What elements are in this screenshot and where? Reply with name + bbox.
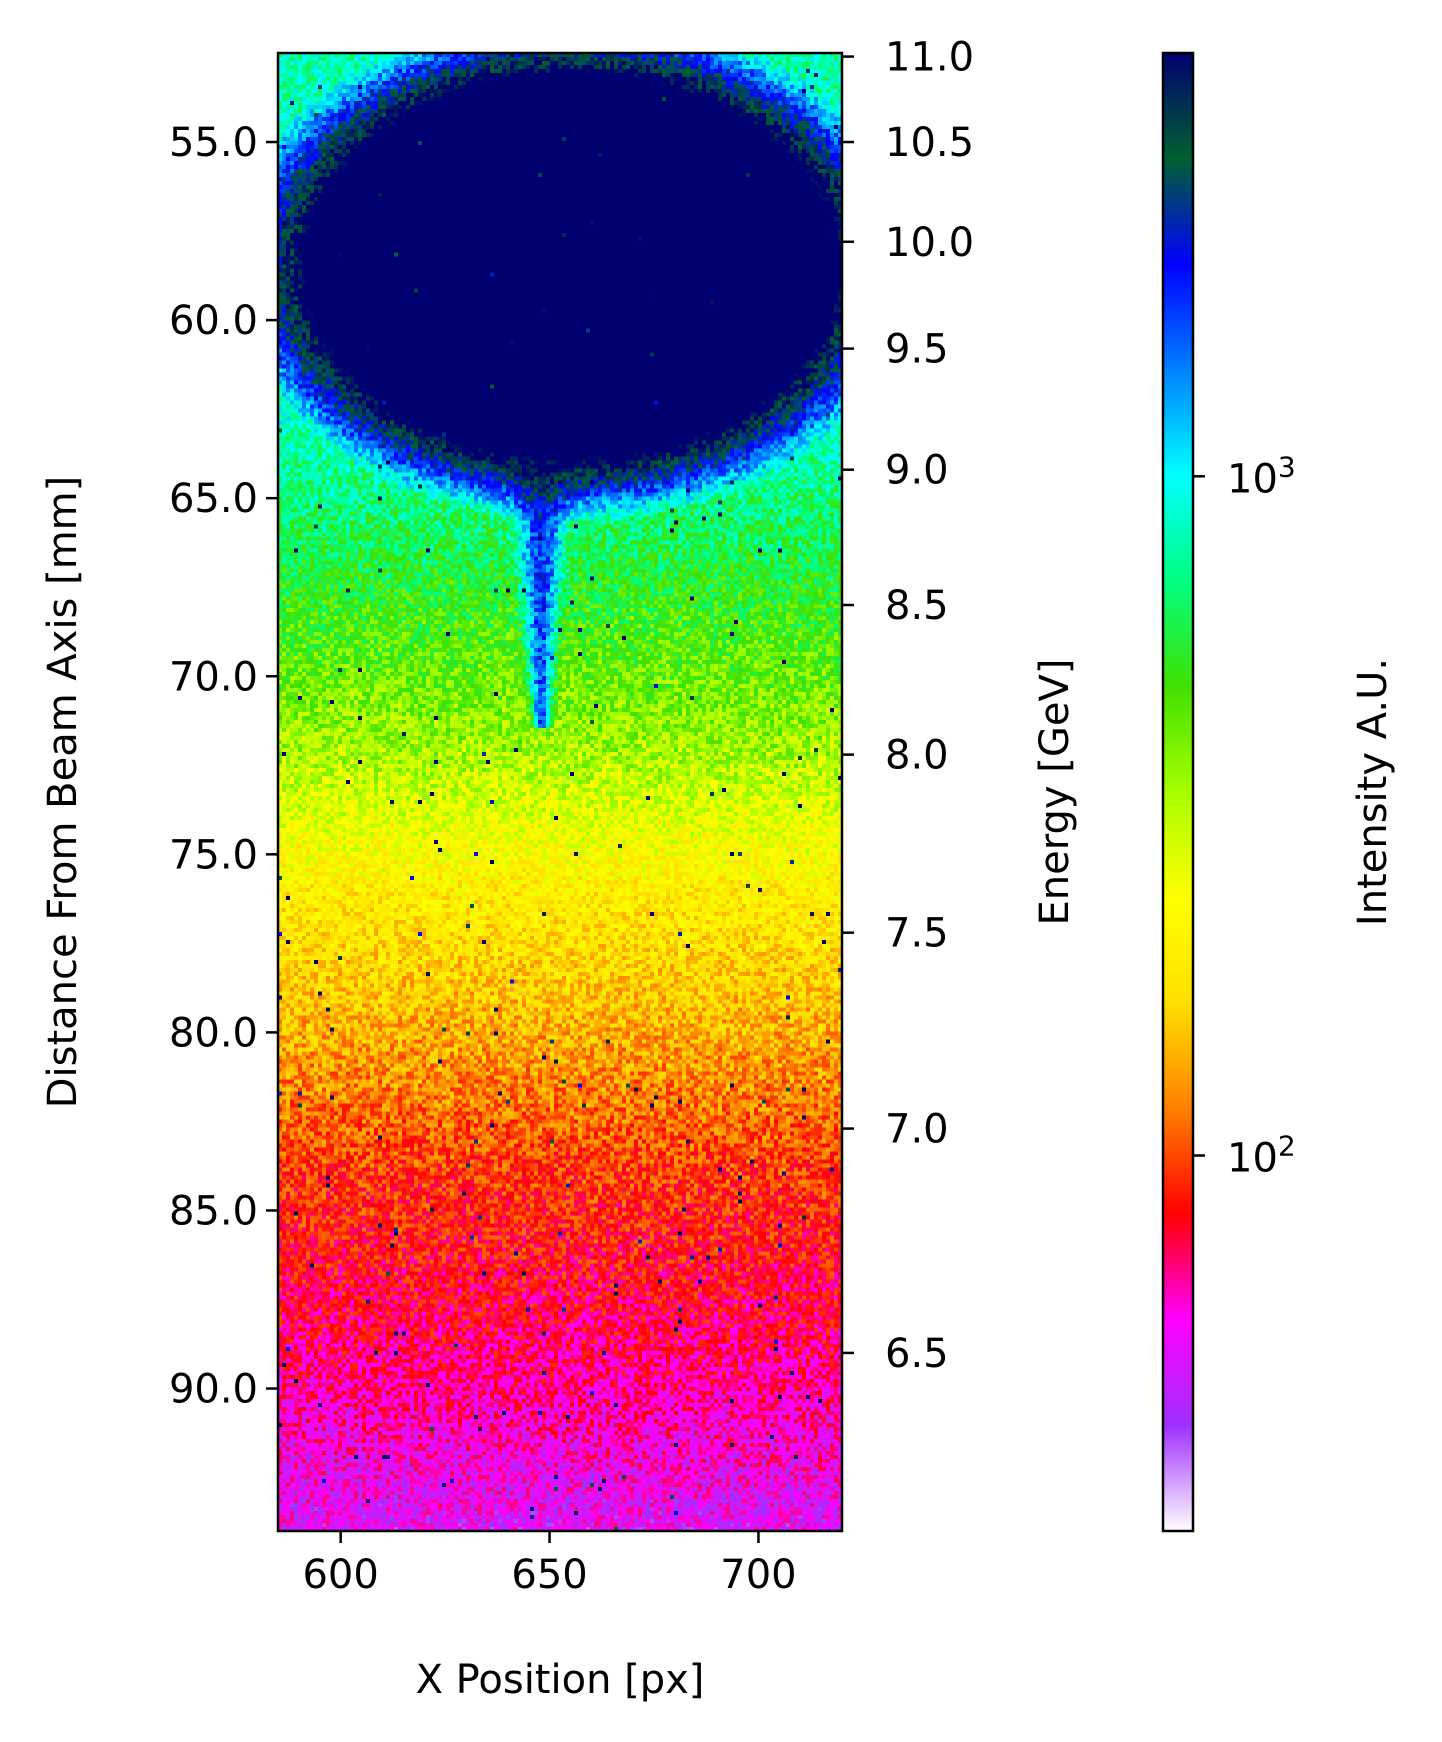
y-tick-label: 80.0 <box>169 1010 258 1056</box>
y-axis-label: Distance From Beam Axis [mm] <box>40 476 86 1109</box>
colorbar-tick-label: 103 <box>1227 450 1296 502</box>
y-tick-label: 60.0 <box>169 298 258 344</box>
y-tick-label: 65.0 <box>169 476 258 522</box>
x-tick-label: 650 <box>511 1552 587 1598</box>
colorbar-tick-label: 102 <box>1227 1130 1296 1182</box>
y-tick-label: 75.0 <box>169 832 258 878</box>
colorbar: 102 103 Intensity A.U. <box>1161 51 1396 1533</box>
y-axis: 55.0 60.0 65.0 70.0 75.0 80.0 85.0 90.0 <box>169 120 278 1413</box>
x-tick-label: 700 <box>720 1552 796 1598</box>
y-tick-label: 85.0 <box>169 1188 258 1234</box>
energy-tick-label: 8.5 <box>885 583 949 629</box>
colorbar-ticks: 102 103 <box>1193 450 1296 1182</box>
heatmap-image <box>278 53 842 1531</box>
energy-tick-label: 9.5 <box>885 327 949 373</box>
plot-frame <box>276 51 844 1533</box>
x-axis: 600 650 700 <box>302 1531 797 1598</box>
colorbar-gradient <box>1163 53 1193 1531</box>
energy-tick-label: 8.0 <box>885 733 949 779</box>
energy-tick-label: 7.5 <box>885 911 949 957</box>
energy-tick-label: 10.0 <box>885 220 974 266</box>
energy-tick-label: 7.0 <box>885 1107 949 1153</box>
colorbar-frame <box>1161 51 1195 1533</box>
energy-tick-label: 9.0 <box>885 448 949 494</box>
x-tick-label: 600 <box>302 1552 378 1598</box>
energy-tick-label: 10.5 <box>885 120 974 166</box>
heatmap-plot <box>276 51 844 1533</box>
y-tick-label: 55.0 <box>169 120 258 166</box>
energy-tick-label: 6.5 <box>885 1331 949 1377</box>
energy-tick-label: 11.0 <box>885 35 974 81</box>
x-axis-label: X Position [px] <box>416 1657 705 1703</box>
y-tick-label: 90.0 <box>169 1367 258 1413</box>
y-tick-label: 70.0 <box>169 654 258 700</box>
colorbar-label: Intensity A.U. <box>1350 658 1396 926</box>
energy-axis: 11.0 10.5 10.0 9.5 9.0 8.5 8.0 7.5 7.0 6.5 <box>842 35 974 1377</box>
energy-axis-label: Energy [GeV] <box>1032 659 1078 926</box>
